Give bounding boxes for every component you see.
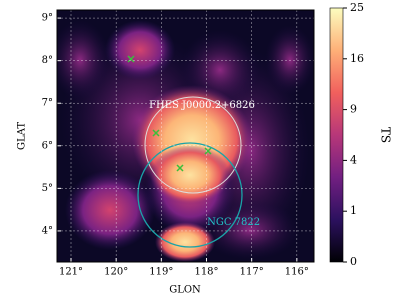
x-tick-label: 120° [104,267,128,278]
y-tick-label: 6° [42,140,53,151]
colorbar-tick-label: 25 [350,1,364,14]
x-tick-label: 119° [149,267,173,278]
y-tick-label: 4° [42,225,53,236]
sky-map [57,10,314,262]
y-axis-label: GLAT [17,122,28,150]
colorbar-tick-label: 9 [350,103,357,116]
colorbar-tick-label: 1 [350,204,357,217]
colorbar-tick-label: 0 [350,255,357,268]
y-tick-label: 7° [42,98,53,109]
x-tick-label: 117° [240,267,264,278]
x-axis-label: GLON [169,285,201,296]
x-tick-label: 116° [285,267,309,278]
colorbar-tick-label: 16 [350,52,364,65]
plot-frame [56,9,315,263]
colorbar [329,7,344,263]
colorbar-label: TS [379,127,393,143]
y-tick-label: 9° [42,13,53,24]
annotation: FHES J0000.2+6826 [149,100,255,111]
axes [57,10,314,262]
x-tick-label: 118° [194,267,218,278]
colorbar-tick-label: 4 [350,153,357,166]
y-tick-label: 8° [42,55,53,66]
x-tick-label: 121° [59,267,83,278]
annotation: NGC 7822 [207,217,260,228]
y-tick-label: 5° [42,183,53,194]
